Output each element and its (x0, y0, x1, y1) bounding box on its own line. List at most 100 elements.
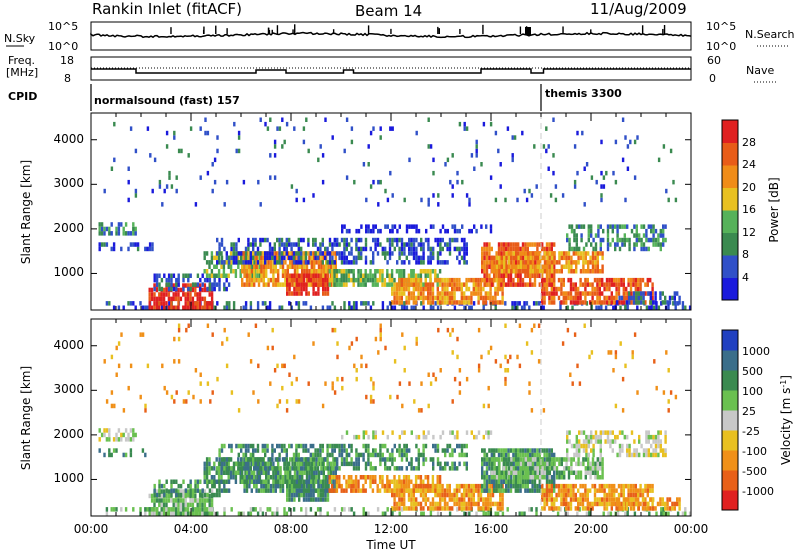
power-cell (549, 193, 553, 198)
power-cell (355, 246, 358, 252)
power-cell (419, 295, 423, 301)
power-cell (427, 242, 430, 247)
velocity-cell (334, 466, 337, 471)
power-cell (240, 260, 243, 265)
power-cell (153, 277, 156, 283)
power-cell (410, 277, 413, 283)
velocity-cell (196, 488, 200, 493)
power-cell (637, 277, 640, 283)
velocity-cell (217, 475, 221, 480)
velocity-cell (98, 428, 101, 433)
velocity-cell (243, 461, 246, 467)
power-cell (395, 269, 399, 274)
velocity-cell (158, 488, 161, 493)
power-cell (367, 228, 370, 234)
power-cell (446, 246, 449, 252)
power-cell (391, 237, 394, 243)
power-cell (288, 255, 291, 261)
power-cell (355, 242, 358, 247)
velocity-cell (565, 457, 568, 462)
power-cell (206, 305, 209, 310)
velocity-cell (244, 448, 248, 453)
power-cell (655, 305, 658, 310)
power-cell (451, 282, 454, 287)
power-cell (365, 197, 368, 203)
velocity-cell (569, 492, 573, 498)
power-cell (326, 277, 330, 283)
power-cell (410, 305, 413, 310)
velocity-cell (326, 488, 330, 493)
power-cell (255, 277, 258, 283)
power-cell (622, 295, 625, 301)
velocity-cell (108, 428, 111, 433)
power-cell (526, 242, 529, 247)
power-cell (548, 300, 551, 305)
velocity-cell (512, 483, 515, 489)
power-cell (210, 301, 214, 306)
velocity-cell (218, 492, 221, 498)
velocity-cell (201, 498, 204, 503)
velocity-cell (293, 497, 296, 502)
power-cell (391, 126, 394, 131)
velocity-cell (603, 501, 606, 507)
power-cell (242, 305, 245, 310)
power-cell (614, 224, 617, 229)
power-cell (678, 300, 681, 305)
velocity-cell (205, 470, 209, 475)
power-cell (579, 269, 583, 274)
velocity-cell (458, 501, 461, 507)
velocity-cell (383, 483, 387, 489)
power-cell (167, 286, 171, 292)
velocity-cell (292, 452, 296, 458)
velocity-cell (487, 430, 490, 435)
power-cell (286, 282, 289, 287)
power-cell (591, 282, 594, 287)
power-cell (383, 277, 387, 283)
power-cell (557, 286, 561, 292)
velocity-cell (517, 475, 520, 480)
velocity-cell (345, 430, 349, 435)
velocity-cell (189, 498, 192, 503)
velocity-cell (579, 470, 583, 475)
power-cell (359, 269, 363, 274)
power-cell (256, 269, 259, 274)
power-cell (391, 305, 394, 310)
velocity-cell (291, 461, 294, 467)
power-cell (326, 246, 329, 252)
velocity-cell (514, 452, 517, 458)
velocity-cell (350, 475, 353, 480)
velocity-cell (393, 501, 396, 507)
power-cb-tick-16: 16 (742, 203, 756, 216)
power-cell (322, 291, 325, 296)
velocity-cell (534, 475, 537, 480)
power-cell (660, 301, 663, 306)
velocity-cell (264, 461, 267, 467)
power-cb-tick-12: 12 (742, 226, 756, 239)
power-cell (278, 305, 281, 310)
power-cell (412, 277, 415, 283)
velocity-cell (220, 461, 224, 467)
velocity-cell (336, 461, 339, 467)
velocity-cell (422, 488, 425, 493)
power-cell (343, 251, 346, 256)
power-cell (208, 264, 211, 269)
power-cell (230, 242, 233, 247)
power-cell (672, 301, 675, 306)
velocity-cell (247, 461, 250, 467)
power-cell (314, 282, 318, 287)
power-cell (343, 255, 346, 261)
velocity-cell (194, 479, 197, 484)
velocity-cell (453, 488, 456, 493)
power-cell (637, 286, 640, 292)
power-cell (305, 291, 308, 296)
power-cell (98, 231, 101, 236)
velocity-cell (362, 443, 365, 449)
power-cell (217, 255, 221, 261)
velocity-cell (182, 489, 185, 494)
power-cell (184, 273, 188, 278)
power-cell (307, 291, 310, 296)
power-cell (542, 144, 546, 149)
power-cell (503, 264, 506, 269)
velocity-cell (281, 475, 285, 480)
velocity-cell (451, 497, 454, 502)
